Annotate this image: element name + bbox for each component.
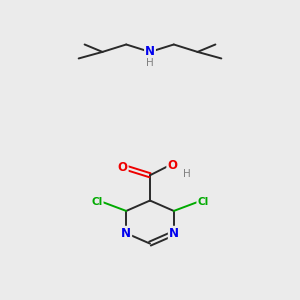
Text: H: H <box>183 169 191 179</box>
Text: O: O <box>118 161 128 174</box>
Text: H: H <box>146 58 154 68</box>
Text: N: N <box>169 227 179 240</box>
Text: N: N <box>121 227 131 240</box>
Text: O: O <box>167 159 177 172</box>
Text: N: N <box>145 45 155 58</box>
Text: Cl: Cl <box>92 197 103 207</box>
Text: Cl: Cl <box>197 197 208 207</box>
